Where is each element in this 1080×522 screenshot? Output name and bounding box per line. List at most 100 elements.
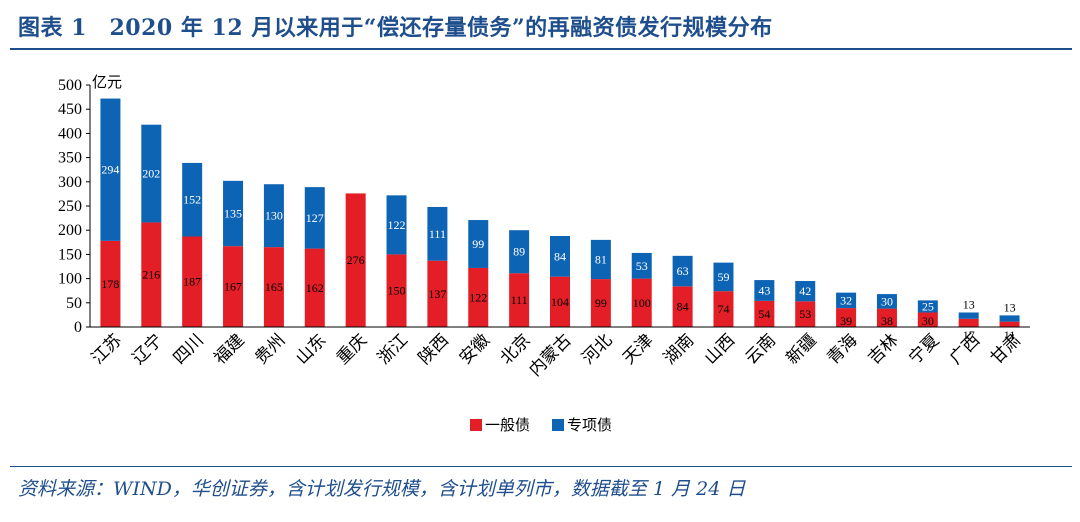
bar-label-general: 38 <box>881 314 893 328</box>
bar-label-general: 216 <box>142 268 160 282</box>
bar-special <box>182 162 203 237</box>
y-tick-label: 0 <box>74 319 82 336</box>
bar-label-special: 13 <box>1004 300 1016 314</box>
bar-label-special: 127 <box>306 211 324 225</box>
x-category-label: 青海 <box>823 330 861 368</box>
bar-general <box>672 286 693 327</box>
x-category-label: 重庆 <box>333 330 371 368</box>
bar-special <box>100 98 121 241</box>
bar-general <box>223 246 244 327</box>
x-category-label: 福建 <box>210 330 248 368</box>
bar-label-special: 43 <box>758 283 770 297</box>
bar-special <box>672 255 693 287</box>
bar-label-general: 104 <box>551 295 569 309</box>
bar-general <box>141 222 162 327</box>
bar-general <box>999 321 1020 327</box>
title-divider <box>10 48 1072 50</box>
x-axis: 江苏 辽宁 四川 福建 贵州 山东 重庆 浙江 陕西 安徽 北京内蒙古 河北 天津 湖南 山西 云南 新疆 青海吉… <box>88 326 1030 381</box>
bar-label-special: 130 <box>265 209 283 223</box>
bar-label-general: 187 <box>183 275 201 289</box>
y-tick-label: 400 <box>58 125 82 142</box>
bar-label-general: 150 <box>388 284 406 298</box>
x-category-label: 浙江 <box>374 330 412 368</box>
bar-label-special: 59 <box>717 270 729 284</box>
y-tick-label: 50 <box>66 295 82 312</box>
bar-general <box>509 273 530 327</box>
legend: 一般债 专项债 <box>470 416 612 434</box>
bar-general <box>550 276 570 327</box>
bar-general <box>468 267 489 327</box>
bar-special <box>958 312 979 319</box>
bar-general <box>713 291 734 327</box>
bar-special <box>590 239 611 280</box>
bar-label-special: 53 <box>636 259 648 273</box>
bar-general <box>958 318 979 327</box>
bar-special <box>876 294 897 309</box>
y-tick-label: 450 <box>58 101 82 118</box>
bar-special <box>304 187 325 249</box>
bar-general <box>754 300 775 327</box>
bar-label-special: 152 <box>183 193 201 207</box>
bar-special <box>917 300 938 313</box>
bar-label-general: 54 <box>758 307 770 321</box>
bar-label-general: 167 <box>224 280 242 294</box>
bar-general <box>427 260 448 327</box>
bar-special <box>550 236 570 277</box>
chart-title: 图表 1 2020 年 12 月以来用于“偿还存量债务”的再融资债发行规模分布 <box>18 15 773 41</box>
x-category-label: 辽宁 <box>129 330 167 368</box>
bar-general <box>182 236 203 327</box>
bar-special <box>427 206 448 261</box>
x-category-label: 贵州 <box>251 330 289 368</box>
x-category-label: 江苏 <box>88 330 126 368</box>
bar-general <box>876 308 897 327</box>
y-tick-label: 100 <box>58 271 82 288</box>
legend-label-special: 专项债 <box>567 416 612 434</box>
y-tick-label: 350 <box>58 150 82 167</box>
bar-label-special: 202 <box>142 167 160 181</box>
bar-special <box>795 281 816 302</box>
bar-label-special: 13 <box>963 297 975 311</box>
bar-label-general: 178 <box>101 277 119 291</box>
bar-special <box>263 184 284 248</box>
y-tick-label: 250 <box>58 198 82 215</box>
bar-special <box>509 230 530 274</box>
legend-swatch-special <box>552 419 564 431</box>
footer-divider <box>10 466 1072 467</box>
bar-label-special: 294 <box>101 163 119 177</box>
bar-label-general: 53 <box>799 307 811 321</box>
bar-label-general: 111 <box>511 293 528 307</box>
bar-label-general: 137 <box>428 287 446 301</box>
bar-special <box>223 180 244 247</box>
y-tick-label: 150 <box>58 246 82 263</box>
y-axis: 0 50 100 150 200 250 300 350 400 450 500 亿元 <box>58 73 122 336</box>
x-category-label: 云南 <box>742 330 780 368</box>
x-category-label: 内蒙古 <box>525 330 575 380</box>
legend-label-general: 一般债 <box>485 416 530 434</box>
bar-general <box>795 301 816 327</box>
bar-label-general: 122 <box>469 290 487 304</box>
bar-general <box>917 312 938 327</box>
bar-general <box>631 278 652 327</box>
bar-special <box>713 262 734 292</box>
bar-special <box>468 220 489 268</box>
bar-label-general: 39 <box>840 314 852 328</box>
x-category-label: 山西 <box>701 330 739 368</box>
bar-label-special: 25 <box>922 299 934 313</box>
bars: 178 294 216 202 187 152 167 135 165 130 162 127 276 1… <box>100 98 1020 342</box>
bar-label-special: 81 <box>595 252 607 266</box>
source-note: 资料来源：WIND，华创证券，含计划发行规模，含计划单列市，数据截至 1 月 2… <box>18 478 746 500</box>
bar-label-general: 84 <box>677 300 689 314</box>
x-category-label: 山东 <box>292 330 330 368</box>
bar-general <box>345 193 366 327</box>
bar-label-special: 30 <box>881 294 893 308</box>
bar-label-special: 32 <box>840 293 852 307</box>
bar-label-general: 162 <box>306 281 324 295</box>
x-category-label: 四川 <box>170 330 208 368</box>
stacked-bar-chart: 0 50 100 150 200 250 300 350 400 450 500 亿元 178 294 2… <box>58 73 1030 434</box>
bar-general <box>590 279 611 327</box>
bar-label-general: 99 <box>595 296 607 310</box>
x-category-label: 天津 <box>619 330 657 368</box>
bar-label-special: 122 <box>388 218 406 232</box>
bar-label-general: 74 <box>717 302 729 316</box>
bar-label-special: 89 <box>513 245 525 259</box>
